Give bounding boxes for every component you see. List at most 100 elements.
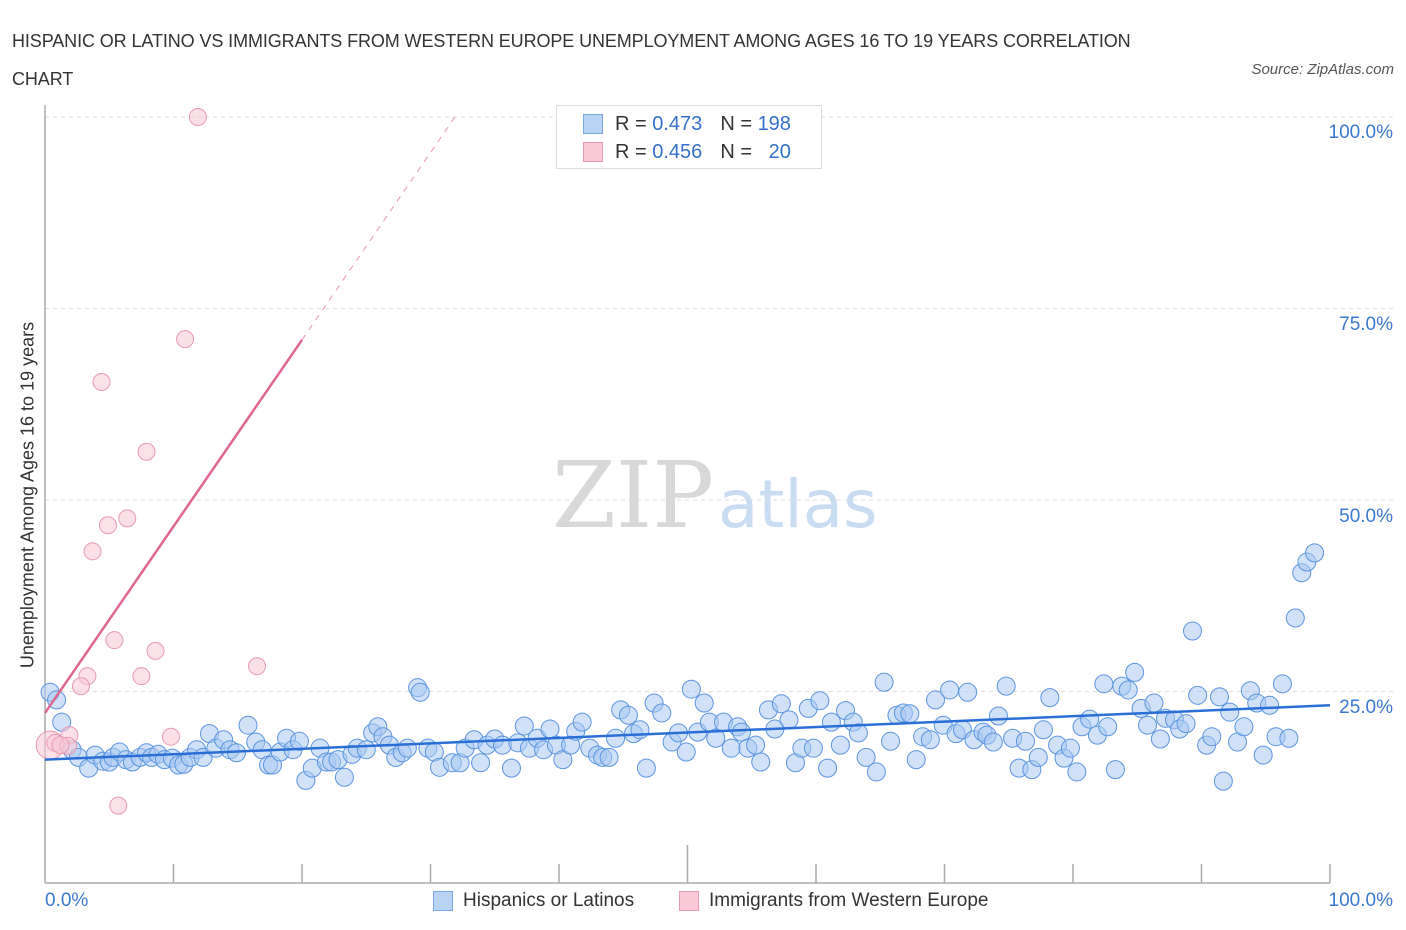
hispanic-point [1060, 738, 1080, 758]
hispanic-point [1033, 720, 1053, 740]
legend-label: Immigrants from Western Europe [709, 890, 989, 911]
hispanic-point [906, 750, 926, 770]
hispanic-point [746, 735, 766, 755]
n-value: 20 [768, 140, 791, 163]
hispanic-point [920, 730, 940, 750]
hispanic-point [988, 706, 1008, 726]
immigrant-point [132, 667, 151, 686]
r-label: R = [615, 112, 647, 135]
hispanic-point [856, 747, 876, 767]
hispanic-point [1040, 688, 1060, 708]
hispanic-point [1209, 687, 1229, 707]
y-tick-100: 100.0% [1328, 122, 1393, 143]
hispanic-point [1305, 543, 1325, 563]
hispanic-point [1150, 729, 1170, 749]
hispanic-point [706, 728, 726, 748]
legend-row-hispanic: R = 0.473 N = 198 [583, 112, 791, 136]
hispanic-point [572, 712, 592, 732]
hispanic-point [866, 762, 886, 782]
hispanic-point [996, 676, 1016, 696]
hispanic-point [1176, 714, 1196, 734]
hispanic-point [1105, 760, 1125, 780]
hispanic-trend-line [44, 704, 1331, 761]
r-value: 0.456 [652, 140, 703, 163]
n-label: N = [720, 140, 752, 163]
hispanic-point [1213, 771, 1233, 791]
hispanic-point [803, 738, 823, 758]
immigrant-point [137, 442, 156, 461]
hispanic-point [751, 752, 771, 772]
hispanic-point [818, 758, 838, 778]
hispanic-point [1220, 702, 1240, 722]
r-label: R = [615, 140, 647, 163]
hispanic-point [540, 719, 560, 739]
hispanic-point [810, 691, 830, 711]
hispanic-point [926, 690, 946, 710]
blue-swatch-icon [433, 891, 453, 911]
y-tick-50: 50.0% [1339, 506, 1393, 527]
hispanic-point [1118, 680, 1138, 700]
legend-hispanics: Hispanics or Latinos [433, 890, 634, 912]
immigrant-point [118, 509, 137, 528]
chart-title: HISPANIC OR LATINO VS IMMIGRANTS FROM WE… [12, 31, 1131, 89]
x-tick-0: 0.0% [45, 890, 89, 911]
immigrant-point [188, 108, 207, 126]
hispanic-point [334, 767, 354, 787]
hispanic-point [356, 740, 376, 760]
hispanic-point [694, 693, 714, 713]
hispanic-point [238, 715, 258, 735]
hispanic-point [1138, 715, 1158, 735]
hispanic-point [983, 732, 1003, 752]
hispanic-point [721, 738, 741, 758]
hispanic-point [958, 682, 978, 702]
hispanic-point [1234, 717, 1254, 737]
n-value: 198 [757, 112, 791, 135]
legend-label: Hispanics or Latinos [463, 890, 635, 911]
immigrant-point [98, 516, 117, 535]
hispanic-point [1188, 685, 1208, 705]
pink-swatch-icon [679, 891, 699, 911]
hispanic-point [1015, 731, 1035, 751]
blue-swatch-icon [583, 114, 603, 134]
hispanic-point [771, 694, 791, 714]
hispanic-point [501, 758, 521, 778]
immigrant-point [51, 736, 70, 755]
y-tick-25: 25.0% [1339, 697, 1393, 718]
immigrant-point [92, 373, 111, 392]
hispanic-point [410, 682, 430, 702]
immigrant-point [105, 631, 124, 650]
immigrant-trend-extension [301, 116, 456, 341]
legend-immigrants: Immigrants from Western Europe [679, 890, 988, 912]
immigrant-trend-line [43, 339, 304, 714]
hispanic-point [681, 679, 701, 699]
hispanic-point [731, 722, 751, 742]
hispanic-point [1125, 662, 1145, 682]
watermark-zip: ZIP [552, 442, 714, 549]
hispanic-point [676, 742, 696, 762]
r-value: 0.473 [652, 112, 703, 135]
legend-row-immigrants: R = 0.456 N = 20 [583, 140, 791, 164]
hispanic-point [881, 731, 901, 751]
watermark-atlas: atlas [718, 466, 878, 543]
hispanic-point [1028, 747, 1048, 767]
hispanic-point [1285, 608, 1305, 628]
n-label: N = [720, 112, 752, 135]
hispanic-point [940, 680, 960, 700]
immigrant-point [83, 542, 102, 561]
hispanic-point [848, 723, 868, 743]
hispanic-point [553, 750, 573, 770]
hispanic-point [779, 710, 799, 730]
stats-legend: R = 0.473 N = 198 R = 0.456 N = 20 [556, 105, 822, 169]
hispanic-point [636, 758, 656, 778]
y-axis-title: Unemployment Among Ages 16 to 19 years [17, 321, 38, 669]
immigrant-point [161, 727, 180, 746]
hispanic-point [1067, 762, 1087, 782]
immigrant-point [248, 657, 267, 676]
hispanic-point [900, 704, 920, 724]
hispanic-point [1279, 728, 1299, 748]
hispanic-point [1080, 709, 1100, 729]
hispanic-point [874, 672, 894, 692]
hispanic-point [514, 716, 534, 736]
hispanic-point [289, 731, 309, 751]
